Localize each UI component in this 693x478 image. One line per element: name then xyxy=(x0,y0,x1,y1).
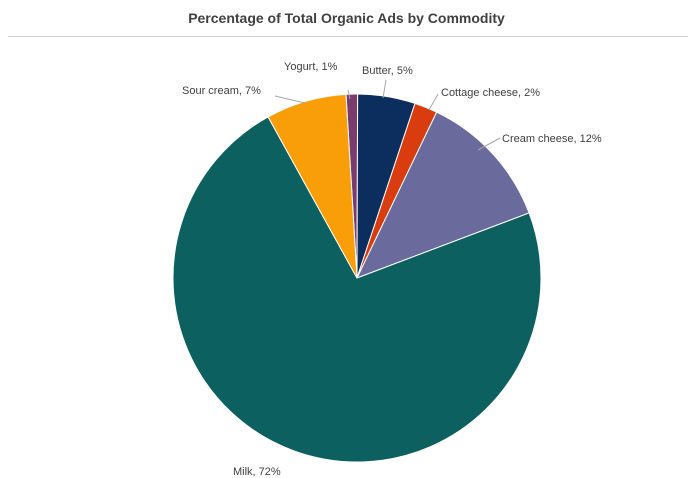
data-label-yogurt: Yogurt, 1% xyxy=(284,61,338,73)
title-divider xyxy=(8,36,688,37)
leader-line-cottage-cheese xyxy=(428,93,439,111)
leader-line-butter xyxy=(382,79,387,99)
data-label-milk: Milk, 72% xyxy=(233,466,281,478)
data-label-cottage-cheese: Cottage cheese, 2% xyxy=(441,87,540,99)
data-label-cream-cheese: Cream cheese, 12% xyxy=(502,133,602,145)
pie-slice-cream-cheese xyxy=(356,111,530,279)
pie-slice-milk xyxy=(172,116,542,463)
chart-title: Percentage of Total Organic Ads by Commo… xyxy=(188,10,505,26)
pie-slice-sour-cream xyxy=(267,93,358,279)
data-label-sour-cream: Sour cream, 7% xyxy=(182,85,261,97)
leader-line-yogurt xyxy=(347,89,351,100)
leader-line-sour-cream xyxy=(274,95,306,104)
data-label-butter: Butter, 5% xyxy=(362,65,413,77)
leader-line-cream-cheese xyxy=(477,137,501,151)
